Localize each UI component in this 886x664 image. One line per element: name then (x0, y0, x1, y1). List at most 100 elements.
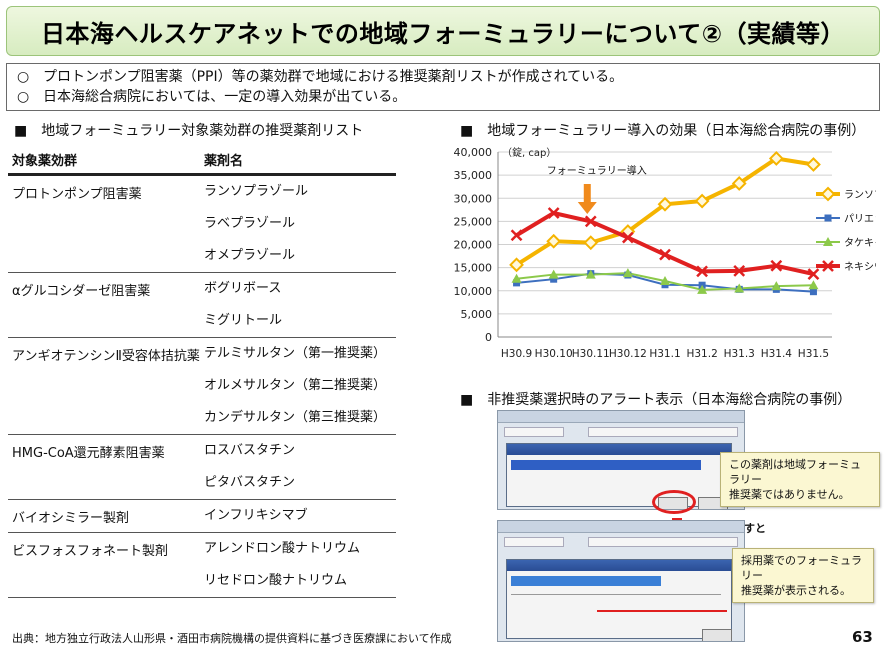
data-point (550, 275, 558, 283)
effect-line-chart: 0 5,000 10,000 15,000 20,000 25,000 30,000 35,0… (436, 140, 877, 385)
intro-text: 日本海総合病院においては、一定の導入効果が出ている。 (43, 89, 407, 105)
x-tick-label: H31.1 (649, 348, 680, 360)
drug-name-cell: ミグリトール (204, 313, 283, 328)
page-number: 63 (852, 628, 873, 646)
introduction-arrow-head (577, 202, 597, 214)
data-point (808, 280, 819, 290)
y-tick-label: 25,000 (454, 215, 493, 228)
data-point (823, 237, 833, 246)
drug-name-cell: テルミサルタン（第一推奨薬） (204, 346, 387, 361)
drug-class-cell: ビスフォスフォネート製剤 (12, 544, 169, 559)
data-point (659, 248, 671, 261)
callout-not-recommended: この薬剤は地域フォーミュラリー 推奨薬ではありません。 (720, 452, 880, 507)
drug-name-cell: カンデサルタン（第三推奨薬） (204, 410, 387, 425)
drug-name-cell: インフリキシマブ (204, 508, 308, 523)
formulary-introduction-label: フォーミュラリー導入 (547, 164, 647, 177)
selected-message-line (511, 460, 701, 470)
x-tick-label: H31.2 (686, 348, 717, 360)
data-point (694, 193, 710, 209)
drug-name-list: ランソプラゾール ラベプラゾール オメプラゾール (204, 176, 396, 272)
drug-name-list: ロスバスタチン ピタバスタチン (204, 435, 396, 499)
data-point (824, 214, 832, 222)
drug-name-cell: オメプラゾール (204, 248, 296, 263)
y-tick-label: 5,000 (461, 308, 493, 321)
y-tick-label: 10,000 (454, 285, 493, 298)
table-header: 対象薬効群 薬剤名 (8, 146, 396, 176)
screenshot-field (504, 427, 564, 437)
legend-label: タケキャブ (844, 236, 876, 249)
chart-section-heading: ■ 地域フォーミュラリー導入の効果（日本海総合病院の事例） (460, 120, 865, 140)
drug-name-list: ボグリボース ミグリトール (204, 273, 396, 337)
alert-dialog (506, 559, 732, 639)
callout-line: 採用薬でのフォーミュラリー (741, 554, 862, 582)
data-point (733, 264, 746, 277)
y-tick-label: 0 (485, 331, 492, 344)
data-point (583, 235, 599, 251)
square-bullet: ■ (460, 123, 474, 139)
drug-name-cell: ラベプラゾール (204, 216, 296, 231)
x-tick-label: H30.9 (501, 348, 532, 360)
drug-name-list: テルミサルタン（第一推奨薬） オルメサルタン（第二推奨薬） カンデサルタン（第三推奨… (204, 338, 396, 434)
screenshot-titlebar (498, 521, 744, 533)
x-tick-label: H30.11 (572, 348, 610, 360)
data-point (584, 215, 597, 228)
close-button[interactable] (702, 629, 732, 641)
y-tick-label: 35,000 (454, 169, 493, 182)
data-point (660, 276, 670, 286)
square-bullet: ■ (14, 123, 28, 139)
selected-message-line (511, 576, 661, 586)
data-point (510, 229, 523, 242)
callout-line: この薬剤は地域フォーミュラリー (729, 458, 861, 486)
callout-line: 推奨薬ではありません。 (729, 488, 850, 501)
drug-name-cell: ランソプラゾール (204, 184, 309, 199)
x-tick-label: H31.4 (761, 348, 793, 360)
intro-line: ○ プロトンポンプ阻害薬（PPI）等の薬効群で地域における推奨薬剤リストが作成さ… (17, 67, 869, 87)
data-point (546, 233, 562, 249)
drug-name-cell: アレンドロン酸ナトリウム (204, 541, 361, 556)
data-point (768, 151, 784, 166)
data-point (657, 196, 673, 212)
drug-group-row: ビスフォスフォネート製剤 アレンドロン酸ナトリウム リセドロン酸ナトリウム (8, 533, 396, 598)
col-header-class: 対象薬効群 (12, 154, 78, 169)
data-point (807, 268, 820, 280)
chart-heading-text: 地域フォーミュラリー導入の効果（日本海総合病院の事例） (487, 123, 866, 139)
data-point (809, 288, 817, 296)
intro-box: ○ プロトンポンプ阻害薬（PPI）等の薬効群で地域における推奨薬剤リストが作成さ… (6, 63, 880, 111)
drug-group-row: αグルコシダーゼ阻害薬 ボグリボース ミグリトール (8, 273, 396, 338)
callout-line: 推奨薬が表示される。 (741, 584, 851, 597)
data-point (585, 269, 596, 279)
data-point (622, 268, 633, 278)
list-heading-text: 地域フォーミュラリー対象薬効群の推奨薬剤リスト (41, 123, 364, 139)
series-line (515, 210, 814, 277)
data-point (731, 176, 747, 191)
recommended-drug-table: 対象薬効群 薬剤名 プロトンポンプ阻害薬 ランソプラゾール ラベプラゾール オメプラゾ… (8, 146, 396, 598)
dialog-titlebar (507, 444, 731, 455)
alert-screenshot-after (497, 520, 745, 642)
x-tick-label: H30.10 (535, 348, 573, 360)
dialog-divider (511, 594, 721, 595)
data-point (622, 231, 634, 244)
source-footer: 出典：地方独立行政法人山形県・酒田市病院機構の提供資料に基づき医療課において作成 (12, 632, 452, 645)
data-point (820, 186, 836, 202)
chart-svg: 0 5,000 10,000 15,000 20,000 25,000 30,000 35,0… (454, 146, 877, 360)
y-axis-label: （錠, cap） (502, 146, 556, 159)
data-point (697, 284, 708, 294)
circle-bullet: ○ (17, 89, 30, 105)
data-point (509, 257, 524, 273)
drug-group-row: プロトンポンプ阻害薬 ランソプラゾール ラベプラゾール オメプラゾール (8, 176, 396, 273)
y-tick-label: 15,000 (454, 262, 493, 275)
screenshot-field (588, 537, 738, 547)
y-tick-label: 30,000 (454, 192, 493, 205)
drug-class-cell: HMG-CoA還元酵素阻害薬 (12, 446, 165, 461)
alert-dialog (506, 443, 732, 507)
data-point (734, 283, 745, 293)
screenshot-field (588, 427, 738, 437)
data-point (547, 207, 560, 219)
introduction-arrow-shaft (583, 184, 591, 202)
data-point (806, 157, 821, 172)
drug-group-row: HMG-CoA還元酵素阻害薬 ロスバスタチン ピタバスタチン (8, 435, 396, 500)
screenshot-titlebar (498, 411, 744, 423)
alert-heading-text: 非推奨薬選択時のアラート表示（日本海総合病院の事例） (487, 392, 852, 408)
square-bullet: ■ (460, 392, 474, 408)
data-point (511, 273, 522, 283)
